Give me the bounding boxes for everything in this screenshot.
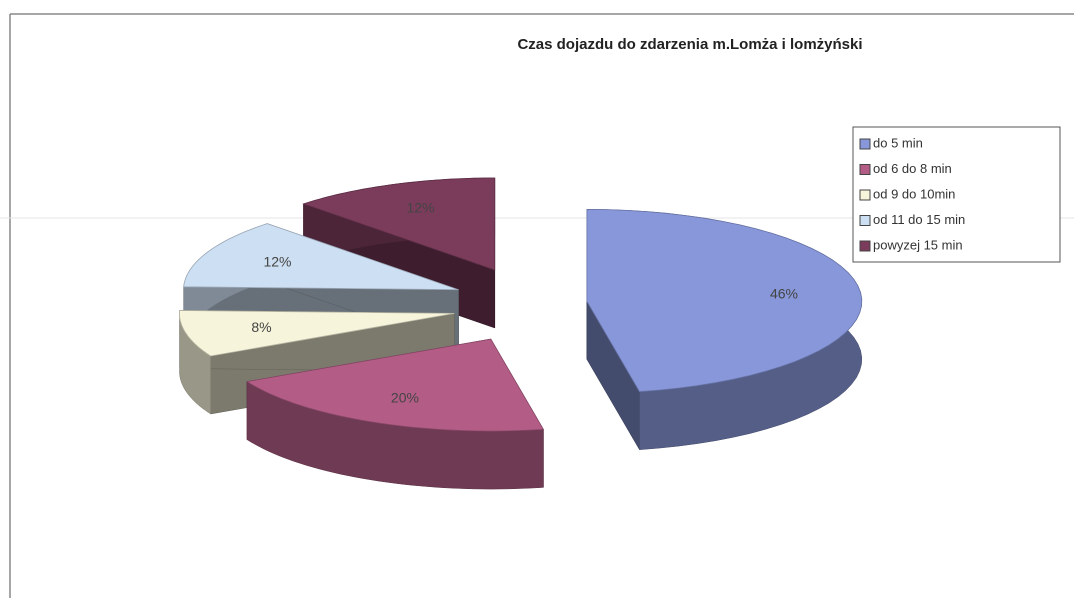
- pie: 46% 20% 8% 12% 12%: [179, 177, 863, 490]
- legend-swatch: [859, 215, 871, 226]
- chart-title: Czas dojazdu do zdarzenia m.Lomża i lomż…: [517, 36, 862, 53]
- legend-swatch: [859, 189, 871, 201]
- slice: [302, 177, 496, 271]
- legend-swatch: [859, 138, 871, 150]
- legend-label: powyzej 15 min: [873, 237, 963, 252]
- legend-box: [852, 126, 1061, 263]
- slice: [245, 338, 545, 432]
- data-label: 12%: [263, 254, 291, 270]
- data-label: 46%: [770, 286, 798, 302]
- legend-label: od 9 do 10min: [873, 186, 955, 201]
- legend-label: od 11 do 15 min: [873, 212, 965, 227]
- legend-swatch: [859, 164, 871, 175]
- legend-label: do 5 min: [873, 135, 923, 150]
- legend-swatch: [859, 240, 871, 252]
- data-label: 20%: [391, 389, 419, 405]
- data-label: 8%: [251, 319, 271, 335]
- legend: do 5 min od 6 do 8 min od 9 do 10min od 11 …: [852, 126, 1061, 263]
- legend-label: od 6 do 8 min: [873, 161, 952, 176]
- slice: [183, 223, 459, 291]
- slice: [586, 208, 863, 393]
- data-label: 12%: [406, 199, 434, 215]
- slice: [179, 310, 455, 357]
